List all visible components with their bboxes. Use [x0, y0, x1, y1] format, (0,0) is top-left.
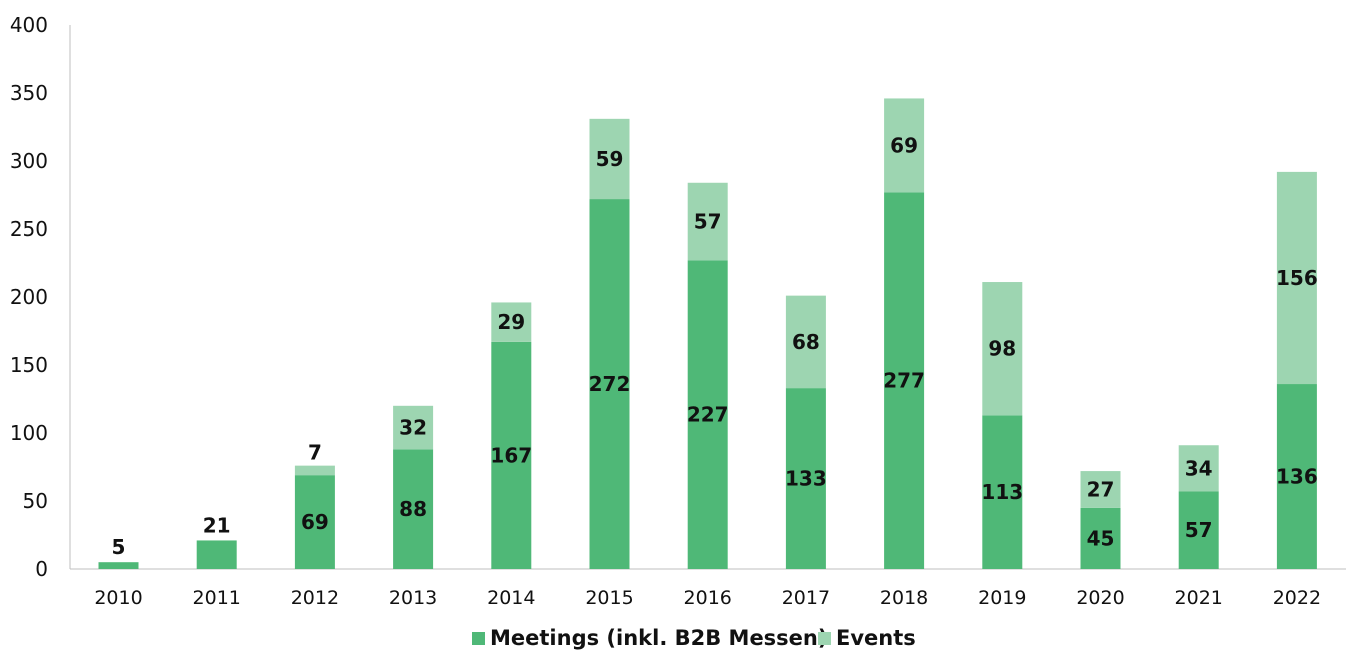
bar-events	[393, 405, 434, 450]
y-tick-label: 300	[10, 149, 48, 173]
bar-meetings	[393, 449, 434, 569]
bar-events	[1178, 445, 1219, 492]
data-label-events: 57	[694, 210, 722, 234]
bar-meetings	[589, 199, 630, 569]
bar-events	[687, 182, 728, 261]
bar-meetings	[687, 260, 728, 569]
bar-meetings	[1178, 491, 1219, 569]
x-tick-label: 2015	[585, 587, 633, 609]
x-tick-label: 2012	[291, 587, 339, 609]
data-label-meetings: 113	[981, 480, 1023, 504]
data-label-events: 34	[1185, 456, 1213, 480]
data-label-meetings: 167	[490, 443, 532, 467]
bar-events	[491, 302, 532, 342]
x-tick-label: 2010	[94, 587, 142, 609]
bar-events	[785, 295, 826, 389]
legend: Meetings (inkl. B2B Messen) Events	[472, 626, 916, 650]
legend-swatch-events	[818, 632, 831, 645]
y-tick-label: 150	[10, 353, 48, 377]
data-label-meetings: 45	[1087, 526, 1115, 550]
data-label-meetings: 88	[399, 497, 427, 521]
y-tick-label: 100	[10, 421, 48, 445]
data-label-meetings: 5	[112, 535, 126, 559]
x-tick-label: 2020	[1076, 587, 1124, 609]
y-tick-label: 250	[10, 217, 48, 241]
bar-events	[982, 282, 1023, 416]
x-tick-label: 2011	[193, 587, 241, 609]
data-label-meetings: 227	[687, 403, 729, 427]
x-tick-label: 2022	[1273, 587, 1321, 609]
data-label-meetings: 57	[1185, 518, 1213, 542]
bar-meetings	[785, 388, 826, 569]
bar-events	[884, 98, 925, 193]
x-tick-label: 2021	[1175, 587, 1223, 609]
data-label-events: 156	[1276, 266, 1318, 290]
data-label-events: 59	[596, 147, 624, 171]
bar-events	[1080, 471, 1121, 508]
legend-label-events: Events	[836, 626, 916, 650]
data-label-events: 32	[399, 416, 427, 440]
data-label-meetings: 21	[203, 513, 231, 537]
x-tick-label: 2013	[389, 587, 437, 609]
y-tick-label: 200	[10, 285, 48, 309]
data-label-meetings: 272	[589, 372, 631, 396]
y-tick-label: 400	[10, 13, 48, 37]
data-label-events: 69	[890, 133, 918, 157]
x-tick-label: 2019	[978, 587, 1026, 609]
bar-meetings	[884, 192, 925, 569]
legend-label-meetings: Meetings (inkl. B2B Messen)	[490, 626, 827, 650]
x-tick-label: 2018	[880, 587, 928, 609]
data-label-meetings: 69	[301, 510, 329, 534]
bar-meetings	[491, 341, 532, 569]
y-tick-label: 350	[10, 81, 48, 105]
bar-events	[294, 465, 335, 476]
bar-events	[1276, 171, 1317, 385]
bar-meetings	[196, 540, 237, 569]
data-label-events: 29	[497, 310, 525, 334]
bars-group: 5 21 69 7 88 32 167 29 272 59 227 57 133 68 277 69 113 98…	[98, 98, 1318, 569]
y-tick-label: 50	[23, 489, 48, 513]
legend-swatch-meetings	[472, 632, 485, 645]
x-tick-label: 2014	[487, 587, 535, 609]
x-axis-ticks: 2010 2011 2012 2013 2014 2015 2016 2017 2018 2019…	[94, 587, 1321, 609]
data-label-events: 98	[988, 337, 1016, 361]
x-tick-label: 2016	[684, 587, 732, 609]
data-label-meetings: 133	[785, 467, 827, 491]
bar-meetings	[98, 562, 139, 569]
bar-meetings	[982, 415, 1023, 569]
bar-meetings	[1276, 384, 1317, 569]
bar-events	[589, 118, 630, 200]
y-tick-label: 0	[35, 557, 48, 581]
data-label-events: 68	[792, 330, 820, 354]
x-tick-label: 2017	[782, 587, 830, 609]
bar-meetings	[1080, 507, 1121, 569]
bar-meetings	[294, 475, 335, 569]
data-label-events: 27	[1087, 477, 1115, 501]
data-label-meetings: 277	[883, 369, 925, 393]
data-label-meetings: 136	[1276, 465, 1318, 489]
y-axis-ticks: 0 50 100 150 200 250 300 350 400	[10, 13, 48, 581]
data-label-events: 7	[308, 441, 322, 465]
